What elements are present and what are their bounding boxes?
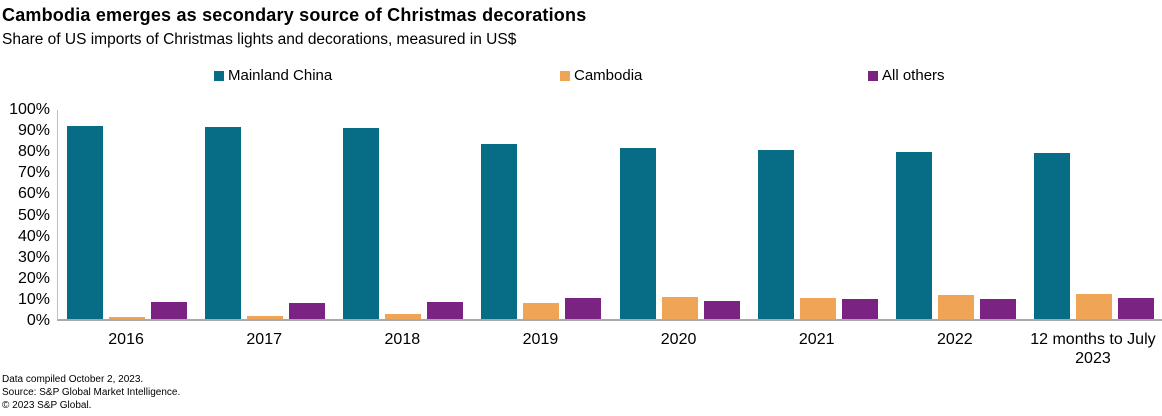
x-tick-2019: 2019	[522, 331, 559, 348]
bar-mainland-china-2019	[481, 143, 518, 319]
note-data-compiled: Data compiled October 2, 2023.	[2, 374, 144, 385]
x-tick-2017: 2017	[246, 331, 282, 348]
bar-all-others-2018	[427, 302, 464, 319]
legend-item-cambodia: Cambodia	[560, 68, 642, 83]
x-tick-2021: 2021	[798, 331, 835, 348]
chart-subtitle: Share of US imports of Christmas lights …	[2, 31, 517, 48]
bar-cambodia-2020	[661, 296, 698, 319]
y-tick-10: 10%	[17, 290, 50, 308]
bar-mainland-china-2021	[757, 150, 794, 319]
note-source: Source: S&P Global Market Intelligence.	[2, 387, 181, 398]
y-tick-30: 30%	[17, 248, 50, 266]
x-tick-12-months-to-july-2023: 12 months to July 2023	[1030, 331, 1156, 367]
bar-group-2018	[343, 108, 464, 319]
y-tick-0: 0%	[26, 312, 50, 329]
bar-all-others-2016	[151, 302, 188, 319]
legend-item-mainland-china: Mainland China	[214, 68, 332, 83]
bar-group-2021	[757, 108, 878, 319]
legend-swatch-mainland-china	[214, 70, 224, 81]
y-tick-100: 100%	[9, 101, 50, 118]
x-tick-2020: 2020	[660, 331, 697, 348]
bar-mainland-china-2020	[619, 148, 656, 319]
bar-group-2017	[205, 108, 326, 319]
legend-label-all-others: All others	[882, 67, 945, 84]
y-tick-90: 90%	[17, 122, 50, 140]
bar-mainland-china-2018	[343, 128, 380, 319]
bar-group-2016	[67, 108, 188, 319]
x-tick-2016: 2016	[108, 331, 144, 348]
bar-all-others-2021	[841, 298, 878, 319]
x-tick-2018: 2018	[384, 331, 421, 348]
bar-group-2020	[619, 108, 740, 319]
bar-cambodia-2019	[523, 303, 560, 319]
plot-area	[57, 110, 1162, 321]
chart-title: Cambodia emerges as secondary source of …	[2, 5, 587, 25]
bar-group-2022	[895, 108, 1016, 319]
bar-mainland-china-2022	[895, 152, 932, 319]
bar-cambodia-2018	[385, 313, 422, 319]
bar-cambodia-12-months-to-july-2023	[1075, 293, 1112, 319]
legend-label-mainland-china: Mainland China	[228, 67, 333, 84]
bar-mainland-china-2016	[67, 125, 104, 319]
note-copyright: © 2023 S&P Global.	[2, 400, 92, 411]
y-tick-40: 40%	[17, 227, 50, 245]
legend-item-all-others: All others	[868, 68, 945, 83]
y-tick-20: 20%	[17, 269, 50, 287]
y-tick-70: 70%	[17, 164, 50, 182]
bar-cambodia-2022	[937, 294, 974, 319]
bar-all-others-2017	[289, 303, 326, 319]
x-tick-2022: 2022	[937, 331, 973, 348]
y-tick-60: 60%	[17, 185, 50, 203]
bar-all-others-2022	[979, 298, 1016, 319]
y-tick-50: 50%	[17, 206, 50, 224]
bar-cambodia-2017	[247, 315, 284, 319]
bar-cambodia-2016	[109, 316, 146, 319]
bar-group-12-months-to-july-2023	[1033, 108, 1154, 319]
legend-label-cambodia: Cambodia	[574, 67, 643, 84]
bar-group-2019	[481, 108, 602, 319]
source-note: Data compiled October 2, 2023. Source: S…	[2, 373, 180, 412]
bar-all-others-2019	[565, 297, 602, 319]
y-tick-80: 80%	[17, 143, 50, 161]
legend-swatch-cambodia	[560, 70, 570, 81]
bar-all-others-12-months-to-july-2023	[1117, 297, 1154, 319]
bar-all-others-2020	[703, 301, 740, 319]
bar-mainland-china-12-months-to-july-2023	[1033, 153, 1070, 319]
legend-swatch-all-others	[868, 70, 878, 81]
bar-mainland-china-2017	[205, 127, 242, 319]
bar-cambodia-2021	[799, 297, 836, 319]
